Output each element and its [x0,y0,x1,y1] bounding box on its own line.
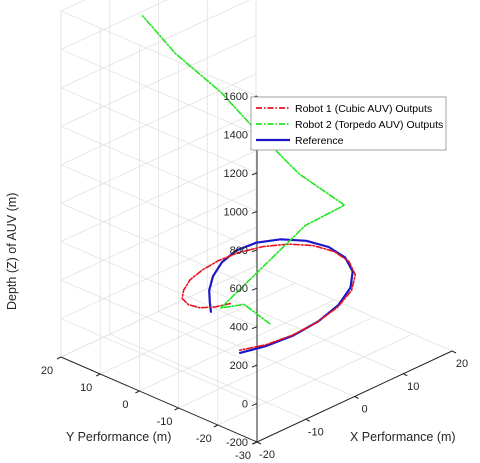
grid-y-floor-4 [100,282,296,375]
z-tick-mark-1 [251,403,258,407]
series-line-robot2 [141,15,346,325]
x-tick-label-1: -10 [308,426,324,438]
z-axis-label: Depth (Z) of AUV (m) [5,193,19,310]
y-axis-line [60,356,258,443]
series-lines [141,15,357,354]
z-tick-label-8: 1400 [224,129,248,141]
y-tick-mark-4 [95,373,101,377]
z-tick-mark-0 [251,441,258,445]
y-tick-label-0: -30 [235,450,251,462]
z-tick-label-3: 400 [230,322,248,334]
x-tick-label-4: 20 [456,358,468,370]
grid-y-floor-1 [217,333,413,426]
x-tick-mark-0 [256,441,262,445]
y-axis-label: Y Performance (m) [66,430,171,444]
axes-panes [61,0,257,442]
grid-z-left-6 [60,125,258,212]
grid-z-left-9 [60,10,258,97]
x-tick-label-3: 10 [407,381,419,393]
grid-z-right-4 [60,111,257,204]
y-tick-mark-1 [213,424,219,428]
grid-x-floor-4 [255,265,453,352]
grid-z-left-3 [60,241,258,328]
y-tick-label-4: 10 [80,382,92,394]
grid-z-right-0 [60,265,257,358]
x-tick-mark-3 [403,373,408,377]
y-tick-label-2: -10 [157,416,173,428]
grid-z-right-6 [60,34,257,127]
z-tick-mark-3 [251,326,258,330]
x-tick-label-0: -20 [259,449,275,461]
x-axis-label: X Performance (m) [350,430,456,444]
y-tick-mark-5 [56,356,62,360]
z-tick-label-5: 800 [230,245,248,257]
z-tick-label-1: 0 [242,399,248,411]
y-tick-label-5: 20 [41,365,53,377]
grid-z-right-3 [60,150,257,243]
tick-labels: -20 -10 0 10 20 -30 -20 -10 0 10 20 -200 0 200 400 600 8… [41,91,468,462]
z-tick-label-2: 200 [230,360,248,372]
grid-x-floor-1 [109,333,306,420]
x-tick-label-2: 0 [361,404,367,416]
z-tick-label-0: -200 [226,437,248,449]
grid-z-left-1 [60,318,258,404]
grid-y-floor-2 [178,316,374,409]
series-line-robot1 [181,243,357,352]
grid-z-left-5 [60,164,258,251]
x-tick-mark-4 [451,350,457,354]
z-tick-label-4: 600 [230,283,248,295]
x-tick-mark-1 [305,418,310,422]
y-tick-label-1: -20 [196,433,212,445]
grid-z-right-5 [60,73,257,166]
grid-x-floor-3 [207,288,404,375]
z-tick-mark-4 [251,287,258,291]
legend-label-reference: Reference [295,135,344,147]
grid-z-right-7 [60,0,251,89]
legend-label-robot1: Robot 1 (Cubic AUV) Outputs [295,103,432,115]
legend: Robot 1 (Cubic AUV) Outputs Robot 2 (Tor… [250,96,447,151]
grid-z-left-8 [60,49,258,135]
x-tick-mark-2 [354,396,359,399]
z-tick-label-9: 1600 [224,91,248,103]
legend-label-robot2: Robot 2 (Torpedo AUV) Outputs [295,119,443,131]
z-tick-label-7: 1200 [224,168,248,180]
grid-z-left-7 [60,87,258,174]
z-tick-mark-6 [251,210,258,214]
z-tick-label-6: 1000 [224,206,248,218]
y-tick-label-3: 0 [122,399,128,411]
grid-z-left-2 [60,279,258,366]
y-tick-mark-2 [174,407,179,411]
grid-z-right-2 [60,188,257,281]
grid-z-right-8 [60,0,168,50]
grid-y-floor-3 [139,299,335,392]
z-tick-mark-2 [251,364,258,368]
z-tick-mark-5 [251,249,258,253]
grid-z-left-4 [60,202,258,289]
axes-frame [56,95,457,445]
z-tick-mark-7 [251,172,258,176]
y-tick-mark-3 [135,390,140,394]
grid-z-right-1 [60,227,257,319]
